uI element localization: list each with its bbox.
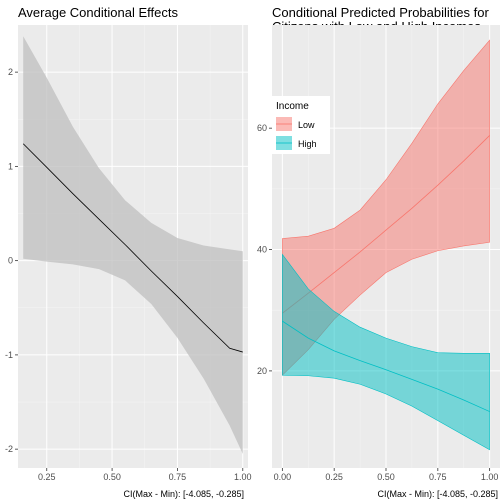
right-axes: 0.00 0.25 0.50 0.75 1.00 20 40 60 xyxy=(257,123,498,482)
legend: Income Low High xyxy=(272,96,330,154)
left-caption: CI(Max - Min): [-4.085, -0.285] xyxy=(123,489,244,499)
y-tick-label: -1 xyxy=(5,350,13,360)
x-tick-label: 1.00 xyxy=(234,472,252,482)
line-high xyxy=(282,320,490,412)
effect-line xyxy=(22,143,243,353)
x-tick-label: 0.75 xyxy=(429,472,447,482)
legend-title: Income xyxy=(276,101,309,112)
left-panel-title: Average Conditional Effects xyxy=(18,5,178,20)
y-tick-label: 0 xyxy=(8,256,13,266)
right-title-line-1: Conditional Predicted Probabilities for xyxy=(272,5,489,20)
y-tick-label: 20 xyxy=(257,366,267,376)
right-data-layer xyxy=(282,39,490,451)
x-tick-label: 1.00 xyxy=(481,472,499,482)
ci-band-high xyxy=(282,253,490,451)
left-axes: 0.25 0.50 0.75 1.00 -2 -1 0 1 2 xyxy=(5,67,252,482)
x-tick-label: 0.75 xyxy=(169,472,187,482)
left-panel: Average Conditional Effects 0.25 0.50 0.75… xyxy=(5,5,252,499)
ci-band xyxy=(23,36,243,454)
y-tick-label: 40 xyxy=(257,245,267,255)
line-low xyxy=(282,135,490,314)
x-tick-label: 0.25 xyxy=(38,472,56,482)
y-tick-label: 60 xyxy=(257,123,267,133)
legend-label-low: Low xyxy=(298,120,315,130)
x-tick-label: 0.50 xyxy=(377,472,395,482)
legend-label-high: High xyxy=(298,139,317,149)
y-tick-label: 2 xyxy=(8,67,13,77)
left-data-layer xyxy=(22,36,243,454)
y-tick-label: -2 xyxy=(5,444,13,454)
x-tick-label: 0.00 xyxy=(274,472,292,482)
right-caption: CI(Max - Min): [-4.085, -0.285] xyxy=(377,489,498,499)
x-tick-label: 0.50 xyxy=(103,472,121,482)
y-tick-label: 1 xyxy=(8,161,13,171)
right-panel: Conditional Predicted Probabilities for … xyxy=(257,5,500,499)
x-tick-label: 0.25 xyxy=(325,472,343,482)
